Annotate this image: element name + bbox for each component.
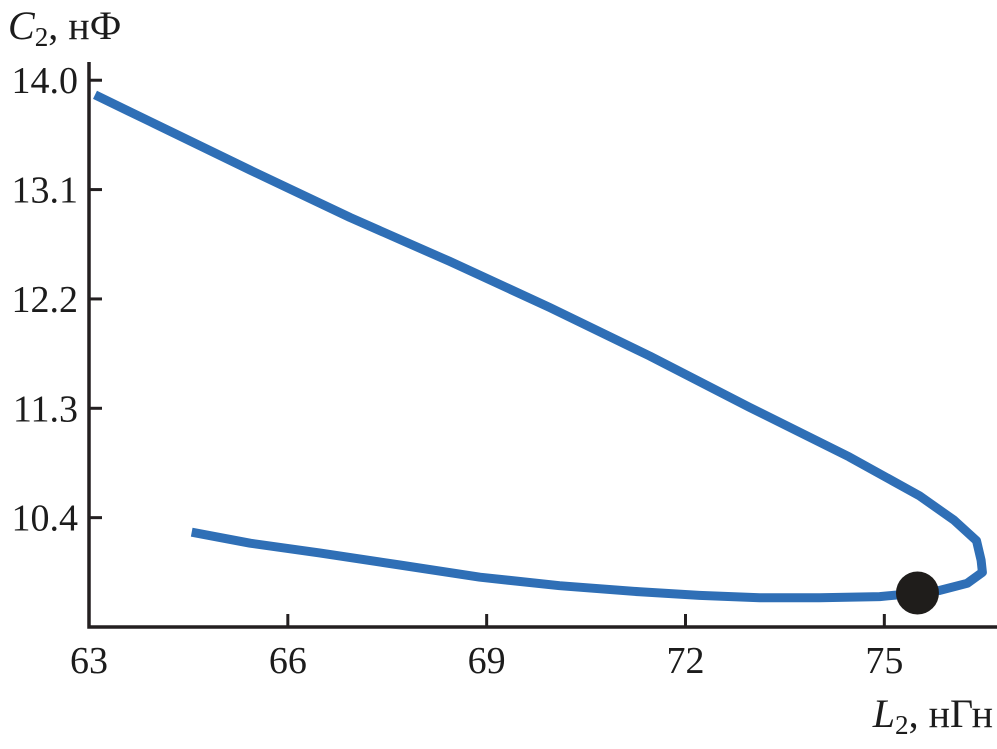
curve-line (93, 90, 987, 603)
y-axis-title: C2, нФ (8, 3, 122, 51)
y-tick-label: 14.0 (12, 60, 79, 102)
x-tick-label: 75 (865, 640, 903, 682)
y-tick-label: 11.3 (13, 388, 78, 430)
x-axis-title: L2, нГн (872, 691, 993, 739)
x-tick-label: 69 (468, 640, 506, 682)
y-axis-subscript: 2 (34, 21, 49, 52)
x-axis-variable: L (872, 691, 895, 736)
x-tick-label: 72 (666, 640, 704, 682)
y-tick-label: 13.1 (12, 170, 79, 212)
y-tick-label: 10.4 (12, 498, 79, 540)
y-axis-unit: , нФ (48, 3, 122, 48)
x-tick-label: 63 (70, 640, 108, 682)
y-axis-variable: C (8, 3, 35, 48)
y-tick-label: 12.2 (12, 279, 79, 321)
x-tick-label: 66 (269, 640, 307, 682)
endpoint-marker (895, 571, 939, 615)
x-axis-unit: , нГн (908, 691, 993, 736)
x-axis-subscript: 2 (894, 709, 909, 740)
axis-spine (87, 62, 997, 629)
